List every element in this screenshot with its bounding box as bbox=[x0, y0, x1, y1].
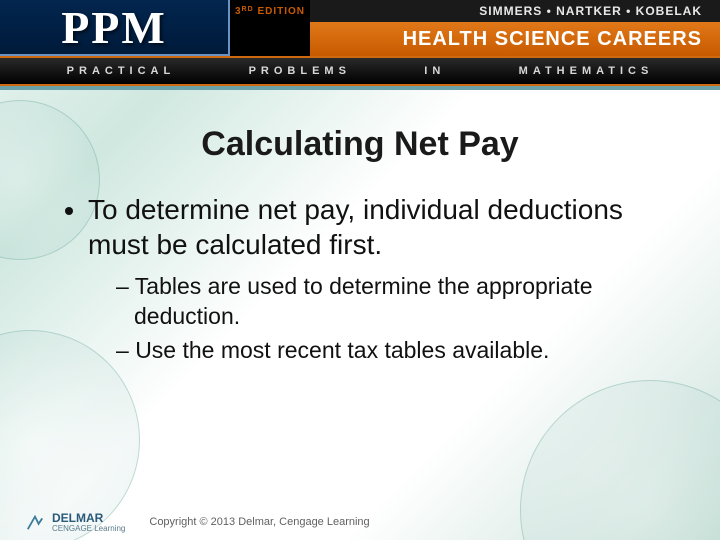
subtitle-word: PROBLEMS bbox=[249, 65, 351, 77]
footer-brand-sub: CENGAGE Learning bbox=[52, 524, 125, 533]
bullet-list-level2: Tables are used to determine the appropr… bbox=[88, 272, 680, 366]
header-banner: PPM 3RD EDITION SIMMERS • NARTKER • KOBE… bbox=[0, 0, 720, 90]
footer: DELMAR CENGAGE Learning Copyright © 2013… bbox=[0, 504, 720, 540]
book-title: HEALTH SCIENCE CAREERS bbox=[310, 22, 720, 56]
slide: PPM 3RD EDITION SIMMERS • NARTKER • KOBE… bbox=[0, 0, 720, 540]
banner-top-row: PPM 3RD EDITION SIMMERS • NARTKER • KOBE… bbox=[0, 0, 720, 56]
list-item: Use the most recent tax tables available… bbox=[116, 336, 680, 366]
subtitle-word: IN bbox=[424, 65, 445, 77]
edition-badge: 3RD EDITION bbox=[230, 0, 310, 56]
bullet-list-level1: To determine net pay, individual deducti… bbox=[40, 192, 680, 366]
bullet-text: To determine net pay, individual deducti… bbox=[88, 194, 623, 260]
copyright-text: Copyright © 2013 Delmar, Cengage Learnin… bbox=[149, 516, 369, 528]
subtitle-word: MATHEMATICS bbox=[519, 65, 654, 77]
edition-suffix: RD bbox=[242, 6, 254, 13]
banner-subtitle-row: PRACTICAL PROBLEMS IN MATHEMATICS bbox=[0, 56, 720, 86]
footer-brand-block: DELMAR CENGAGE Learning bbox=[52, 511, 125, 533]
content-area: Calculating Net Pay To determine net pay… bbox=[0, 110, 720, 380]
subtitle-word: PRACTICAL bbox=[67, 65, 176, 77]
edition-label: EDITION bbox=[257, 6, 305, 17]
banner-accent-bar bbox=[0, 86, 720, 90]
list-item: Tables are used to determine the appropr… bbox=[116, 272, 680, 332]
authors-text: SIMMERS • NARTKER • KOBELAK bbox=[310, 0, 720, 22]
slide-heading: Calculating Net Pay bbox=[40, 125, 680, 164]
ppm-logo: PPM bbox=[0, 0, 230, 56]
delmar-logo-icon bbox=[26, 513, 44, 531]
list-item: To determine net pay, individual deducti… bbox=[88, 192, 680, 366]
footer-brand: DELMAR bbox=[52, 511, 103, 525]
